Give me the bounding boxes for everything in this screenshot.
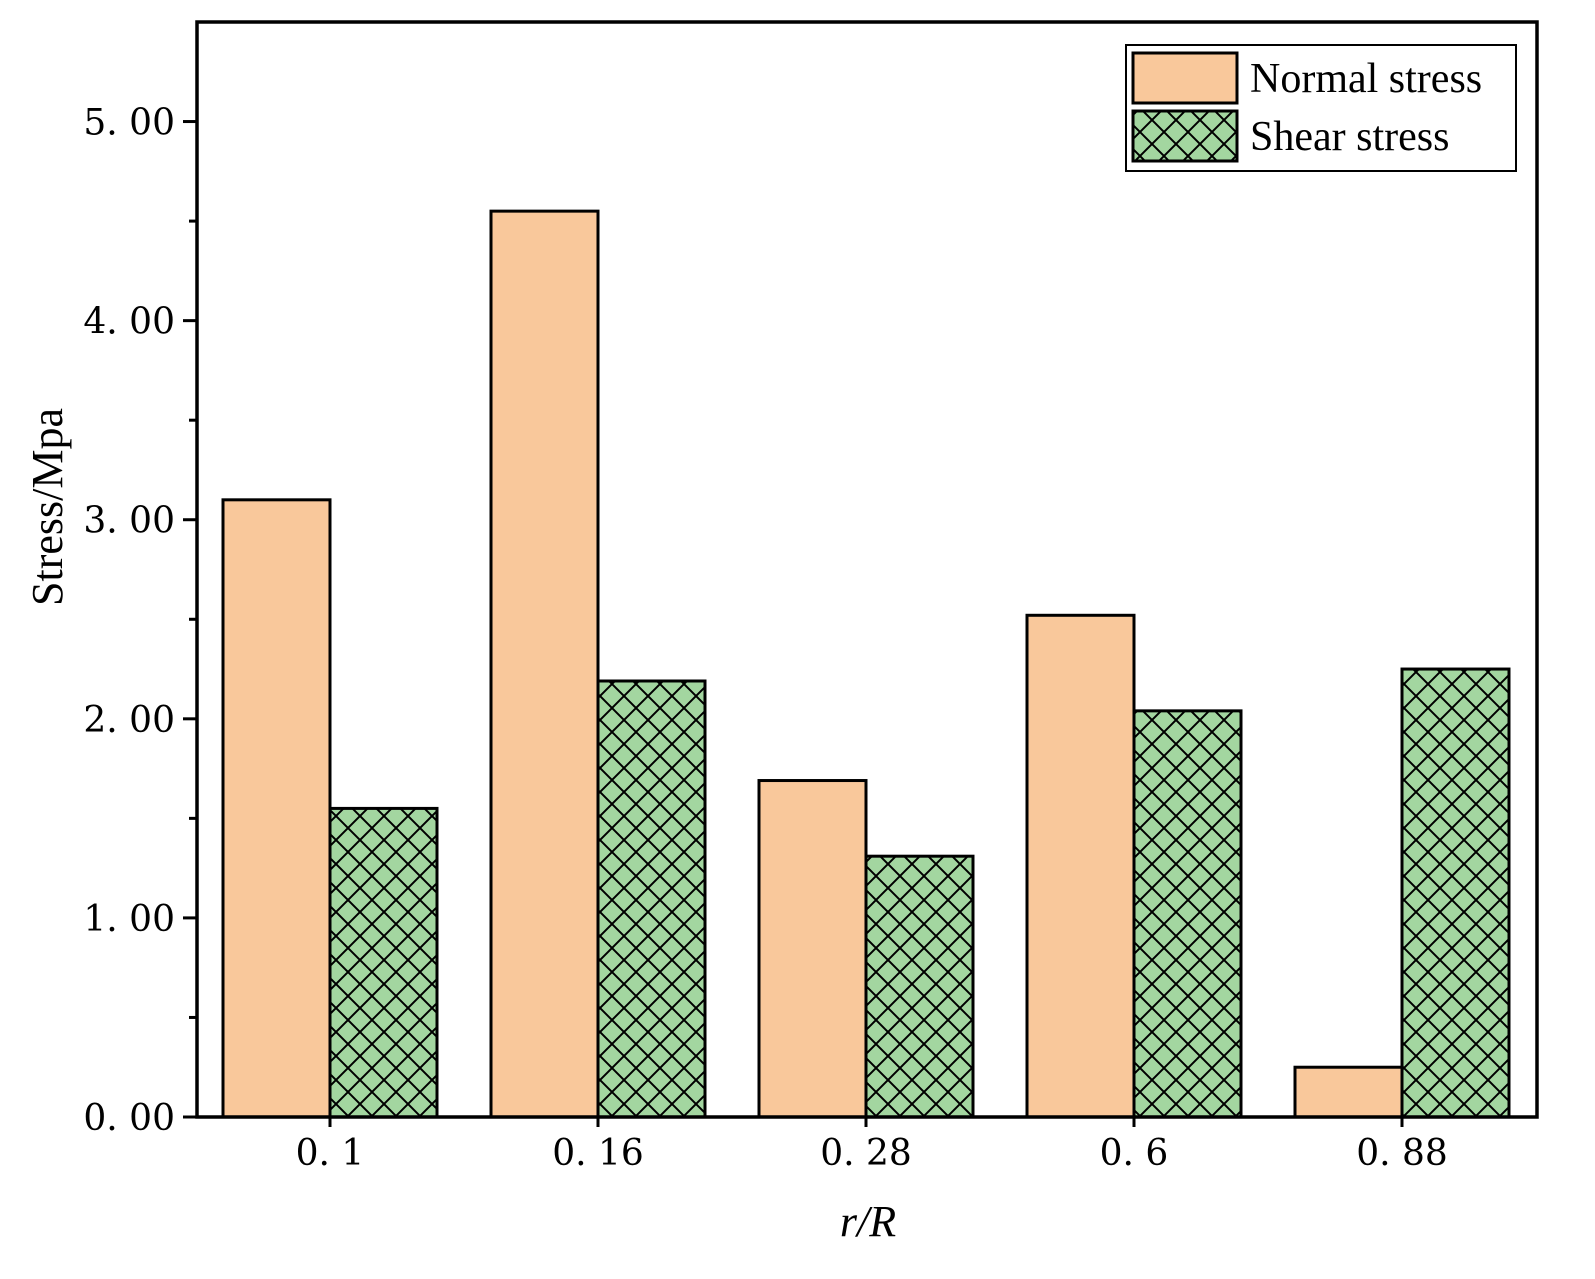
y-tick-label: 0. 00 bbox=[83, 1098, 175, 1139]
x-tick-label: 0. 28 bbox=[820, 1133, 912, 1174]
bar-normal-stress-0.16 bbox=[489, 209, 600, 1119]
y-tick-label: 3. 00 bbox=[83, 501, 175, 542]
bar-normal-stress-0.28 bbox=[757, 779, 868, 1119]
x-axis-title: r/R bbox=[840, 1197, 896, 1246]
x-tick-label: 0. 16 bbox=[552, 1133, 644, 1174]
plot-area: 0. 1 0. 16 0. 28 0. 6 0. 88 0. 00 1. 00 2. 00 3.… bbox=[83, 20, 1539, 1174]
x-tick-label: 0. 1 bbox=[296, 1133, 365, 1174]
x-tick-label: 0. 88 bbox=[1356, 1133, 1448, 1174]
legend-swatch-shear-stress bbox=[1131, 109, 1239, 163]
y-tick-label: 1. 00 bbox=[83, 899, 175, 940]
bar-shear-stress-0.1 bbox=[328, 806, 439, 1119]
bar-shear-stress-0.88 bbox=[1400, 667, 1511, 1119]
bar-shear-stress-0.6 bbox=[1132, 709, 1243, 1119]
bar-shear-stress-0.16 bbox=[596, 679, 707, 1119]
legend-swatch-normal-stress bbox=[1131, 51, 1239, 105]
legend-label-normal-stress: Normal stress bbox=[1250, 56, 1482, 102]
x-tick-label: 0. 6 bbox=[1100, 1133, 1169, 1174]
y-tick-label: 2. 00 bbox=[83, 700, 175, 741]
plot-frame bbox=[195, 20, 1539, 1119]
y-tick-label: 5. 00 bbox=[83, 103, 175, 144]
bar-shear-stress-0.28 bbox=[864, 854, 975, 1119]
bar-normal-stress-0.88 bbox=[1293, 1065, 1404, 1119]
bar-normal-stress-0.1 bbox=[221, 498, 332, 1119]
y-axis-title: Stress/Mpa bbox=[23, 408, 72, 606]
y-tick-label: 4. 00 bbox=[83, 302, 175, 343]
legend-label-shear-stress: Shear stress bbox=[1250, 114, 1449, 160]
bar-normal-stress-0.6 bbox=[1025, 613, 1136, 1119]
